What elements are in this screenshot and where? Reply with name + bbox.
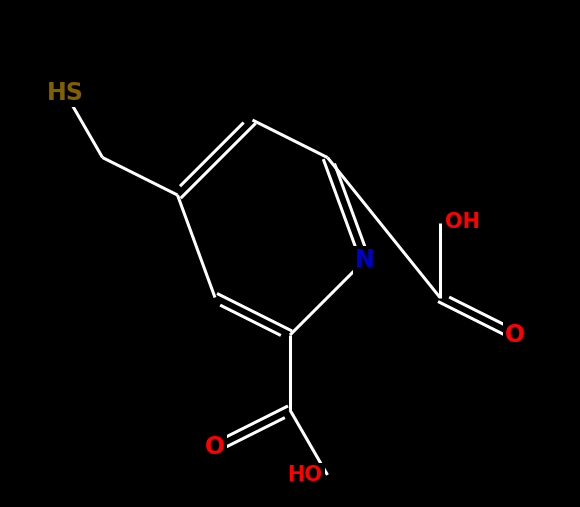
Text: OH: OH — [445, 212, 480, 233]
Text: O: O — [205, 436, 225, 459]
Text: HS: HS — [46, 81, 84, 104]
Text: N: N — [355, 248, 375, 272]
Text: HO: HO — [288, 465, 322, 485]
Text: O: O — [505, 323, 525, 347]
